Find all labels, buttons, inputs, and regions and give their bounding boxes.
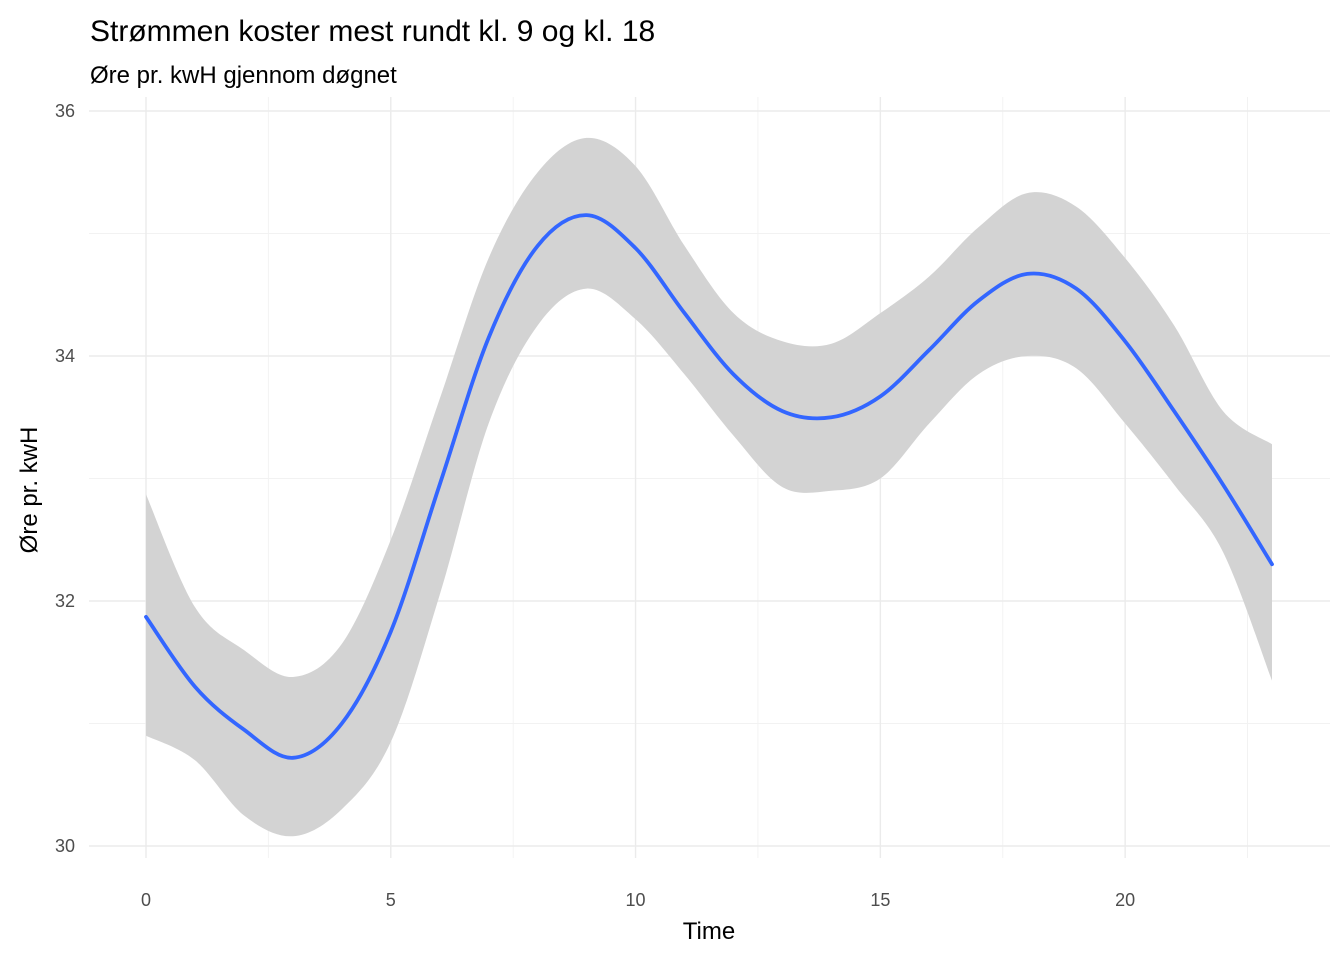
x-tick-label: 10 (626, 890, 646, 910)
series-line (144, 213, 1274, 760)
x-axis-title: Time (683, 918, 735, 945)
y-tick-label: 30 (55, 836, 75, 856)
y-tick-label: 32 (55, 591, 75, 611)
x-tick-label: 0 (141, 890, 151, 910)
y-tick-label: 36 (55, 101, 75, 121)
y-axis-ticks: 30 32 34 36 (55, 101, 75, 856)
chart-title: Strømmen koster mest rundt kl. 9 og kl. … (90, 15, 655, 48)
plot-panel (89, 97, 1330, 858)
x-axis-ticks: 0 5 10 15 20 (141, 890, 1135, 910)
x-tick-label: 20 (1115, 890, 1135, 910)
y-axis-title: Øre pr. kwH (16, 427, 43, 554)
x-tick-label: 15 (870, 890, 890, 910)
chart-subtitle: Øre pr. kwH gjennom døgnet (90, 62, 397, 89)
x-tick-label: 5 (386, 890, 396, 910)
y-tick-label: 34 (55, 346, 75, 366)
confidence-band (146, 137, 1272, 837)
